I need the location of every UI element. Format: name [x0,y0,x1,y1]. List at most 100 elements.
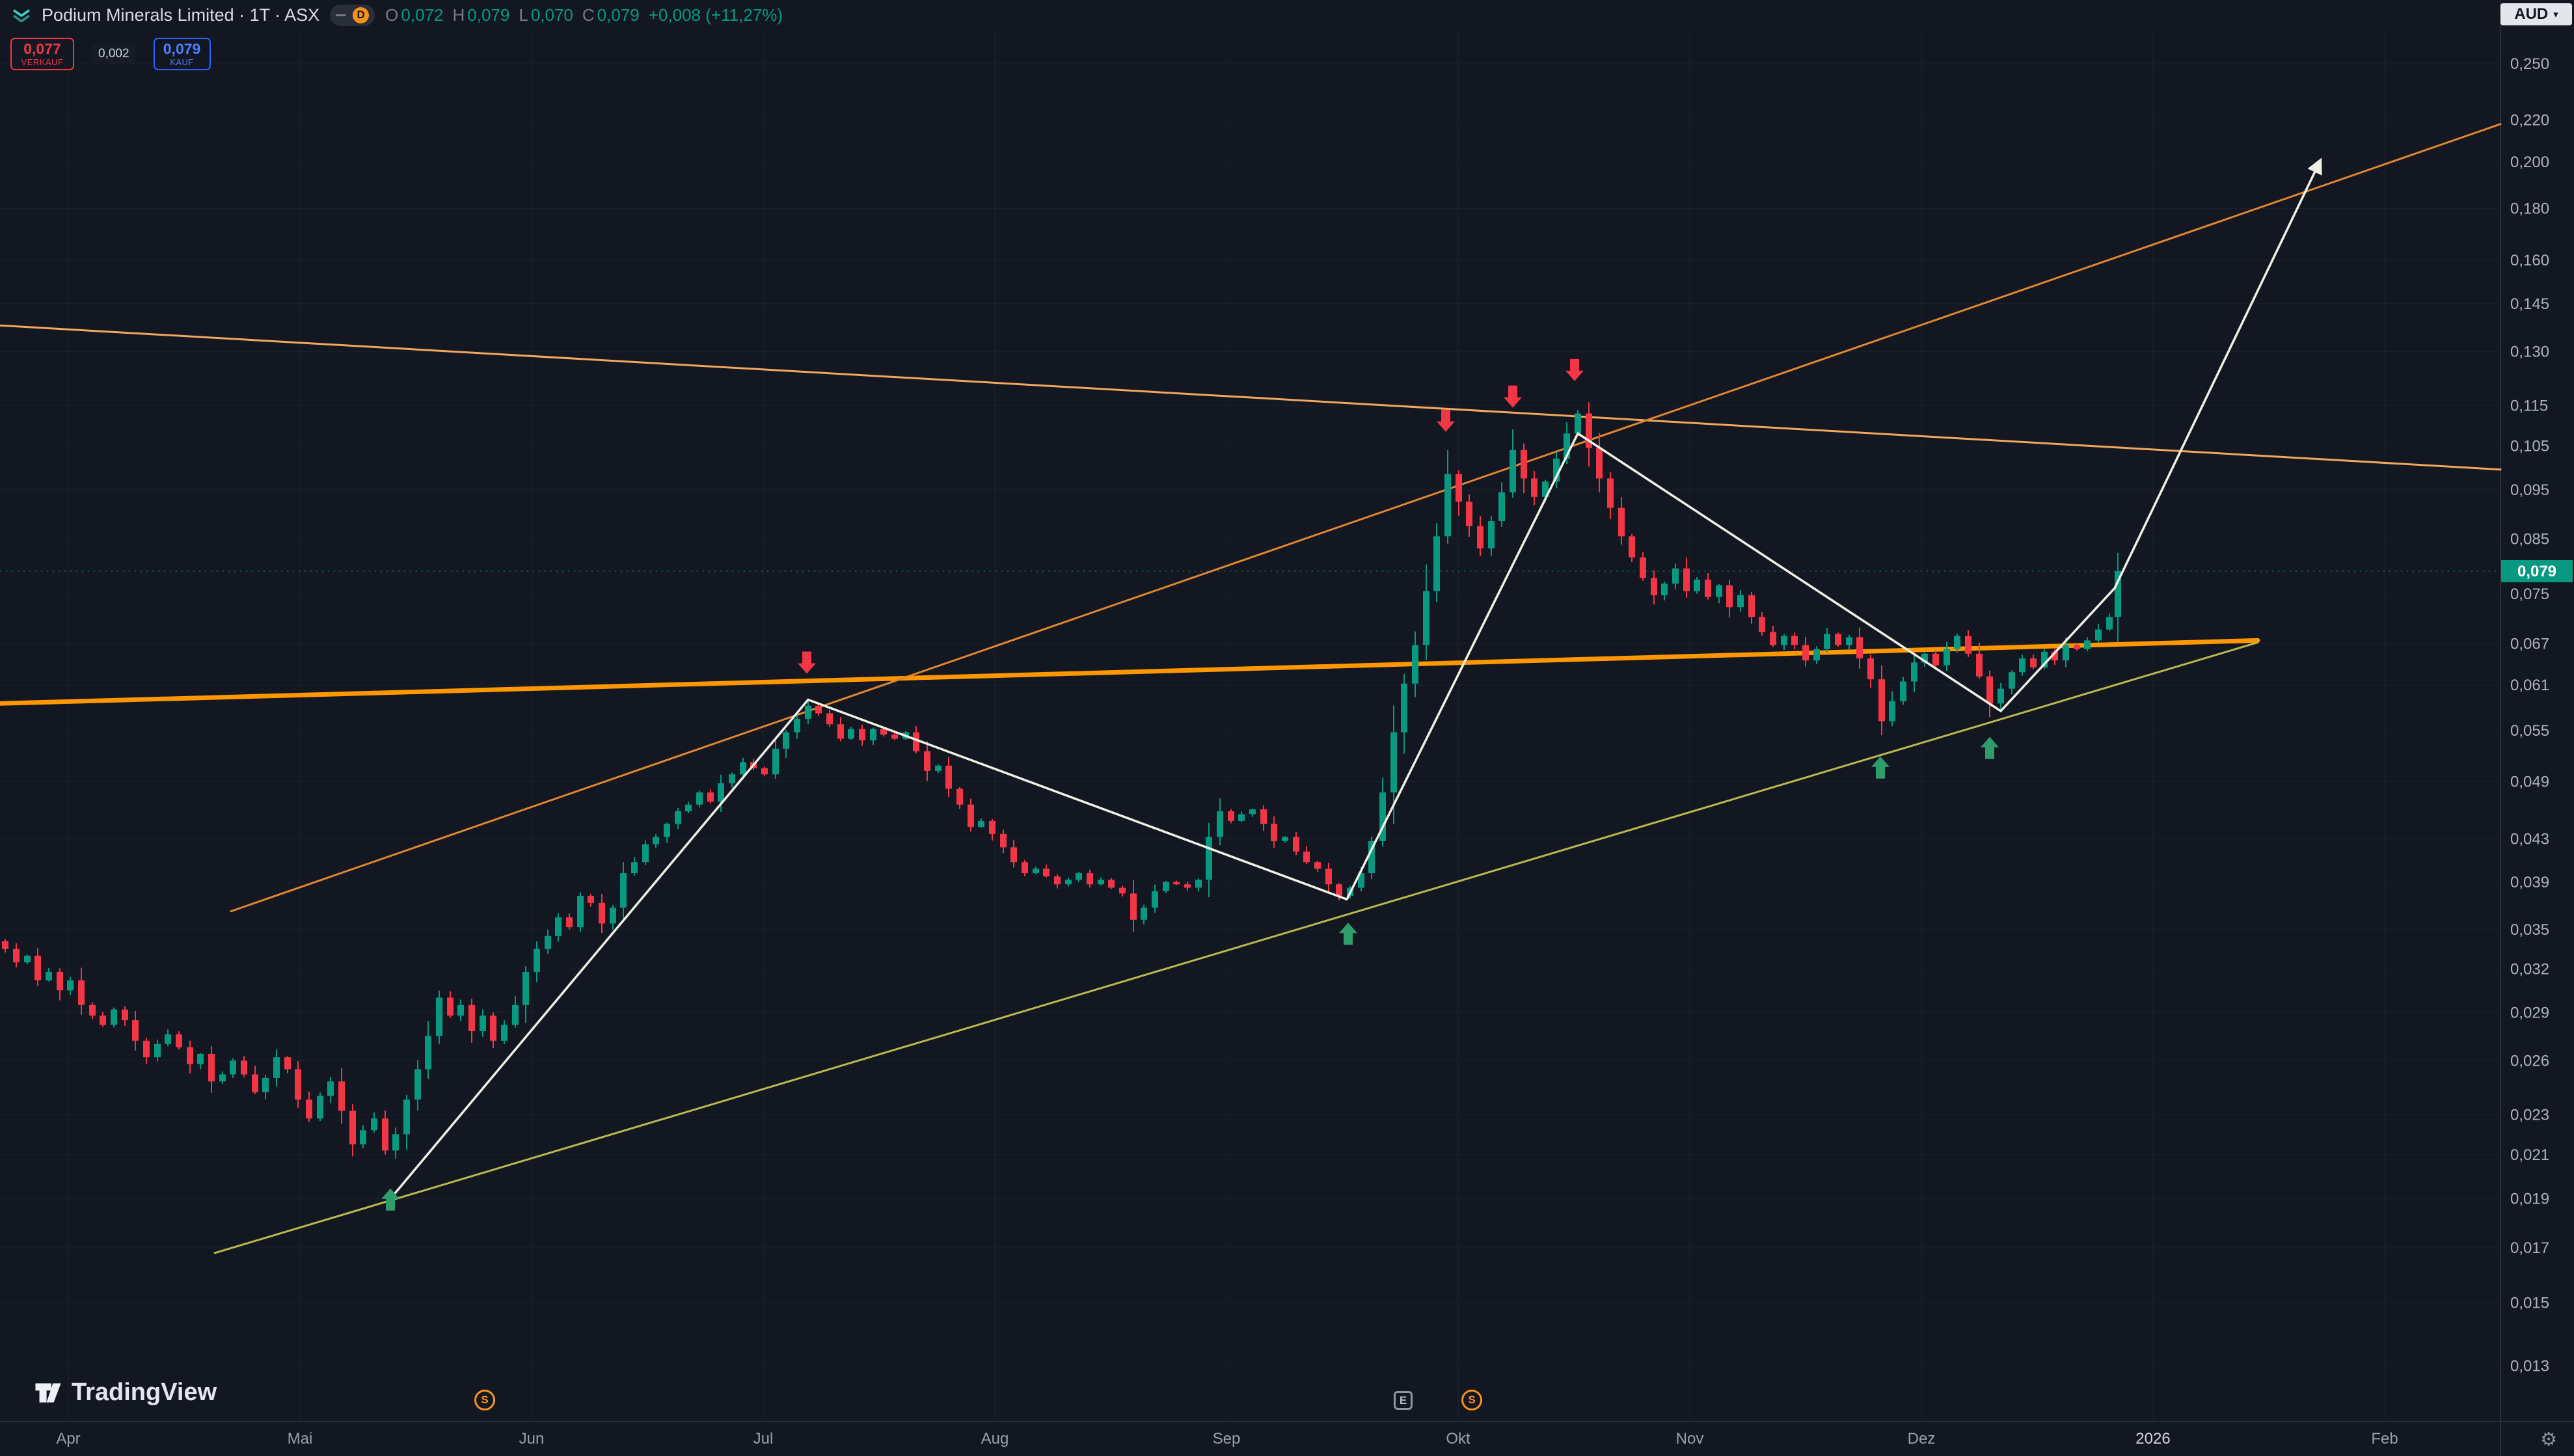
buy-button[interactable]: 0,079 KAUF [153,38,211,70]
candle-body [187,1047,193,1064]
current-price-tag[interactable]: 0,079 [2501,559,2573,582]
candle-body [371,1118,377,1131]
candle-body [1456,474,1462,502]
buy-signal-arrow-icon[interactable] [381,1188,400,1211]
tradingview-logo[interactable]: TradingView [34,1379,217,1407]
time-axis-label: 2026 [2135,1430,2170,1448]
candle-body [1889,701,1895,721]
candle-body [1130,893,1137,920]
price-axis-label: 0,029 [2510,1004,2549,1021]
thick-orange-support-line[interactable] [0,638,2260,706]
candle-body [880,729,887,735]
candle-body [360,1130,366,1144]
candle-body [1195,880,1202,888]
buy-signal-arrow-icon[interactable] [1339,923,1357,945]
price-axis-label: 0,180 [2510,200,2549,217]
candle-body [978,820,984,828]
spread-value: 0,002 [92,44,135,64]
candle-body [1672,568,1679,584]
symbol-info-bar: Podium Minerals Limited · 1T · ASX D O 0,… [0,0,2496,30]
candle-body [761,768,768,775]
tradingview-brand-text: TradingView [72,1379,217,1406]
candle-body [1921,653,1928,663]
candle-body [143,1040,150,1058]
candle-body [1802,645,1809,661]
candle-body [696,792,703,805]
candle-body [78,980,85,1005]
candle-body [382,1118,388,1151]
price-axis-label: 0,061 [2510,677,2549,694]
candle-body [1249,809,1256,815]
candle-body [522,971,529,1005]
time-axis[interactable]: Apr Mai Jun Jul Aug Sep Okt Nov Dez 2026 Feb [56,1430,2398,1448]
buy-signal-arrow-icon[interactable] [1981,736,1999,759]
candle-body [1206,837,1212,880]
candle-body [317,1096,323,1119]
candle-body [740,762,746,775]
descending-resistance-line[interactable] [0,324,2502,471]
candle-body [2074,645,2080,649]
candle-body [815,705,822,714]
delayed-data-icon: D [353,7,370,23]
price-axis-label: 0,055 [2510,722,2549,740]
candle-body [1986,676,1993,704]
split-event-marker[interactable]: S [474,1390,495,1410]
candle-body [1521,450,1527,479]
buy-signal-arrow-icon[interactable] [1871,756,1890,779]
candle-body [1314,862,1321,869]
candle-body [1379,792,1386,841]
candle-body [707,792,714,802]
order-panel: 0,077 VERKAUF 0,002 0,079 KAUF [10,38,211,70]
chevron-down-icon: ▾ [2553,8,2558,20]
candle-body [1022,862,1028,874]
candle-body [913,732,919,751]
rising-support-line[interactable] [213,641,2259,1254]
candle-body [1010,847,1017,863]
sell-signal-arrow-icon[interactable] [798,651,816,674]
candle-body [653,837,659,844]
price-axis-label: 0,095 [2510,481,2549,499]
time-axis-label: Aug [981,1430,1009,1448]
symbol-title[interactable]: Podium Minerals Limited · 1T · ASX [42,5,320,25]
ascending-trend-line[interactable] [230,123,2502,913]
candle-body [642,844,649,863]
currency-button[interactable]: AUD ▾ [2500,3,2572,25]
price-axis-label: 0,220 [2510,112,2549,129]
sell-signal-arrow-icon[interactable] [1437,409,1455,432]
candle-body [837,724,844,739]
candle-body [1336,884,1342,896]
price-axis-label: 0,026 [2510,1052,2549,1070]
high-label: H [452,5,465,25]
candle-body [1835,634,1841,645]
candle-body [1217,811,1223,837]
price-scale-settings-icon[interactable]: ⚙ [2540,1429,2557,1450]
candle-body [2052,651,2058,661]
candle-body [1944,649,1950,666]
candle-body [295,1069,301,1100]
price-axis[interactable]: 0,250 0,220 0,200 0,180 0,160 0,145 0,130 0,115… [2510,55,2549,1375]
sell-signal-arrow-icon[interactable] [1565,358,1584,381]
earnings-event-marker[interactable]: E [1394,1391,1413,1410]
candle-body [891,735,898,739]
price-axis-label: 0,013 [2510,1358,2549,1375]
candle-body [284,1057,291,1070]
market-status-badge[interactable]: D [330,4,375,26]
candle-body [1119,887,1126,894]
candle-body [327,1081,334,1096]
sell-button[interactable]: 0,077 VERKAUF [10,38,74,70]
forecast-path[interactable] [389,157,2322,1200]
candle-body [480,1016,486,1031]
candle-body [1054,876,1061,885]
candle-body [2084,640,2091,649]
candle-body [457,1004,464,1016]
time-axis-label: Mai [288,1430,313,1448]
close-label: C [582,5,595,25]
candle-body [826,713,833,725]
sell-signal-arrow-icon[interactable] [1504,385,1522,408]
time-axis-label: Jul [753,1430,774,1448]
candle-body [1976,653,1983,677]
candle-body [1433,536,1440,591]
split-event-marker[interactable]: S [1461,1390,1482,1410]
candle-body [1043,869,1050,877]
